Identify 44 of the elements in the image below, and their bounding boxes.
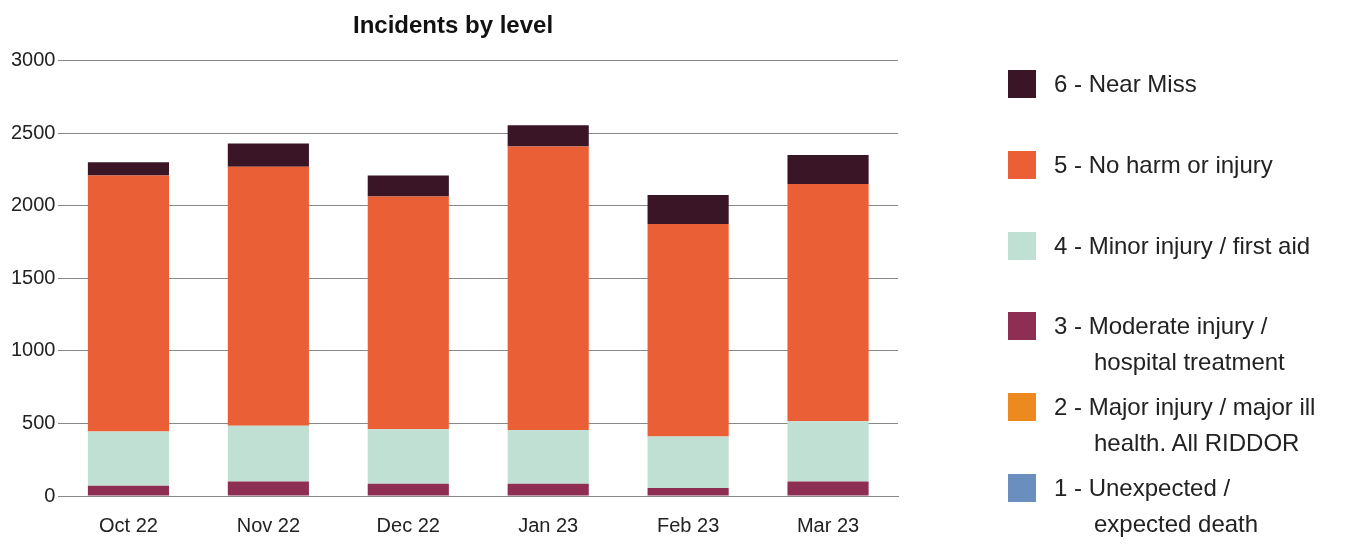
bar — [367, 483, 449, 496]
bar — [87, 162, 170, 176]
y-tick-label: 0 — [44, 483, 56, 506]
bar — [787, 184, 869, 422]
bar — [227, 166, 309, 426]
x-tick-label: Mar 23 — [796, 513, 860, 536]
bar — [647, 488, 729, 496]
bar — [367, 429, 449, 484]
x-tick-label: Oct 22 — [98, 513, 158, 536]
legend-label: 1 - Unexpected / expected death — [1054, 473, 1260, 539]
bar — [87, 431, 170, 486]
bar — [367, 196, 449, 430]
bar — [87, 485, 170, 496]
bar — [647, 436, 729, 489]
bar — [367, 175, 449, 197]
bar — [227, 143, 309, 167]
y-tick-label: 2000 — [10, 193, 56, 216]
x-tick-label: Feb 23 — [656, 513, 720, 536]
legend-label: 6 - Near Miss — [1054, 69, 1198, 99]
bar — [787, 155, 869, 185]
bar — [647, 224, 729, 437]
y-tick-label: 1000 — [10, 338, 56, 361]
x-tick-label: Nov 22 — [236, 513, 301, 536]
legend-label: 4 - Minor injury / first aid — [1054, 230, 1312, 261]
x-tick-label: Jan 23 — [518, 513, 579, 536]
bar — [87, 175, 170, 432]
bar — [647, 194, 729, 224]
y-tick-label: 500 — [22, 410, 56, 433]
bar — [507, 430, 589, 484]
x-tick-label: Dec 22 — [376, 513, 440, 536]
legend-label: 3 - Moderate injury / hospital treatment — [1054, 311, 1286, 378]
y-tick-label: 3000 — [10, 48, 56, 71]
legend-label: 2 - Major injury / major ill health. All RIDDOR — [1054, 392, 1317, 459]
legend-label: 5 - No harm or injury — [1054, 149, 1274, 180]
bar — [507, 146, 589, 430]
bar — [787, 421, 869, 482]
bar — [507, 483, 589, 496]
y-tick-label: 2500 — [10, 120, 56, 143]
bar — [227, 425, 309, 482]
bar — [787, 481, 869, 496]
y-tick-label: 1500 — [10, 265, 56, 288]
chart-title: Incidents by level — [352, 11, 554, 39]
bar — [227, 481, 309, 496]
bar — [507, 125, 589, 147]
